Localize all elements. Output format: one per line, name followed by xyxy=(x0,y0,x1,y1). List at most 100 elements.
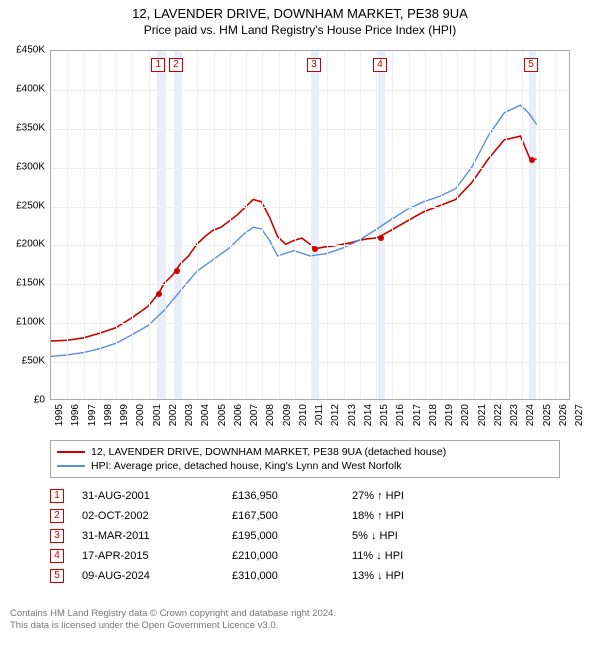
ytick-label: £250K xyxy=(0,200,45,211)
sale-dot xyxy=(529,157,535,163)
xtick-label: 2007 xyxy=(249,404,260,426)
legend-label: 12, LAVENDER DRIVE, DOWNHAM MARKET, PE38… xyxy=(91,446,446,458)
grid-v xyxy=(474,51,475,399)
xtick-label: 2003 xyxy=(184,404,195,426)
xtick-label: 2026 xyxy=(558,404,569,426)
sale-marker: 4 xyxy=(50,549,64,563)
sale-date: 17-APR-2015 xyxy=(82,550,232,562)
grid-v xyxy=(490,51,491,399)
xtick-label: 2015 xyxy=(379,404,390,426)
xtick-label: 1996 xyxy=(70,404,81,426)
grid-v xyxy=(84,51,85,399)
grid-h xyxy=(51,207,569,208)
sale-dot xyxy=(312,246,318,252)
legend-swatch xyxy=(57,465,85,467)
sale-price: £210,000 xyxy=(232,550,352,562)
ytick-label: £0 xyxy=(0,395,45,406)
chart-container: 12, LAVENDER DRIVE, DOWNHAM MARKET, PE38… xyxy=(0,0,600,650)
sale-dot xyxy=(174,268,180,274)
grid-v xyxy=(327,51,328,399)
sale-price: £310,000 xyxy=(232,570,352,582)
sale-row: 5 09-AUG-2024£310,00013% ↓ HPI xyxy=(50,566,560,586)
footer-line1: Contains HM Land Registry data © Crown c… xyxy=(10,608,336,620)
legend-item: 12, LAVENDER DRIVE, DOWNHAM MARKET, PE38… xyxy=(57,445,553,459)
xtick-label: 2018 xyxy=(428,404,439,426)
grid-v xyxy=(506,51,507,399)
grid-v xyxy=(132,51,133,399)
sale-diff: 13% ↓ HPI xyxy=(352,570,472,582)
grid-h xyxy=(51,284,569,285)
footer-text: Contains HM Land Registry data © Crown c… xyxy=(10,608,336,633)
grid-v xyxy=(311,51,312,399)
xtick-label: 2021 xyxy=(477,404,488,426)
ytick-label: £200K xyxy=(0,239,45,250)
xtick-label: 2017 xyxy=(412,404,423,426)
grid-v xyxy=(149,51,150,399)
xtick-label: 2013 xyxy=(347,404,358,426)
xtick-label: 2006 xyxy=(233,404,244,426)
sale-date: 02-OCT-2002 xyxy=(82,510,232,522)
ytick-label: £350K xyxy=(0,122,45,133)
xtick-label: 2022 xyxy=(493,404,504,426)
grid-v xyxy=(214,51,215,399)
xtick-label: 1997 xyxy=(87,404,98,426)
grid-v xyxy=(457,51,458,399)
grid-v xyxy=(555,51,556,399)
legend: 12, LAVENDER DRIVE, DOWNHAM MARKET, PE38… xyxy=(50,440,560,478)
chart-subtitle: Price paid vs. HM Land Registry's House … xyxy=(0,21,600,41)
sale-row: 131-AUG-2001£136,95027% ↑ HPI xyxy=(50,486,560,506)
xtick-label: 2027 xyxy=(574,404,585,426)
sale-price: £167,500 xyxy=(232,510,352,522)
sale-marker: 5 xyxy=(50,569,64,583)
grid-v xyxy=(392,51,393,399)
sale-row: 331-MAR-2011£195,0005% ↓ HPI xyxy=(50,526,560,546)
xtick-label: 2002 xyxy=(168,404,179,426)
ytick-label: £50K xyxy=(0,356,45,367)
xtick-label: 2024 xyxy=(525,404,536,426)
marker-box: 2 xyxy=(169,58,183,72)
sale-date: 31-MAR-2011 xyxy=(82,530,232,542)
grid-v xyxy=(344,51,345,399)
sale-dot xyxy=(156,291,162,297)
sale-price: £136,950 xyxy=(232,490,352,502)
ytick-label: £150K xyxy=(0,278,45,289)
xtick-label: 2025 xyxy=(542,404,553,426)
sale-diff: 11% ↓ HPI xyxy=(352,550,472,562)
grid-v xyxy=(376,51,377,399)
xtick-label: 2001 xyxy=(152,404,163,426)
xtick-label: 2010 xyxy=(298,404,309,426)
grid-h xyxy=(51,168,569,169)
sale-diff: 18% ↑ HPI xyxy=(352,510,472,522)
xtick-label: 2004 xyxy=(200,404,211,426)
grid-v xyxy=(539,51,540,399)
grid-v xyxy=(262,51,263,399)
xtick-label: 2014 xyxy=(363,404,374,426)
xtick-label: 1995 xyxy=(54,404,65,426)
grid-v xyxy=(360,51,361,399)
marker-box: 5 xyxy=(524,58,538,72)
xtick-label: 2020 xyxy=(460,404,471,426)
xtick-label: 1999 xyxy=(119,404,130,426)
sale-dot xyxy=(378,235,384,241)
sale-date: 09-AUG-2024 xyxy=(82,570,232,582)
ytick-label: £300K xyxy=(0,161,45,172)
legend-swatch xyxy=(57,451,85,453)
xtick-label: 2016 xyxy=(395,404,406,426)
legend-item: HPI: Average price, detached house, King… xyxy=(57,459,553,473)
xtick-label: 2012 xyxy=(330,404,341,426)
grid-v xyxy=(295,51,296,399)
sale-diff: 5% ↓ HPI xyxy=(352,530,472,542)
chart-title: 12, LAVENDER DRIVE, DOWNHAM MARKET, PE38… xyxy=(0,0,600,21)
xtick-label: 2009 xyxy=(282,404,293,426)
ytick-label: £400K xyxy=(0,83,45,94)
chart-lines xyxy=(51,51,569,399)
xtick-label: 1998 xyxy=(103,404,114,426)
sale-date: 31-AUG-2001 xyxy=(82,490,232,502)
ytick-label: £100K xyxy=(0,317,45,328)
grid-h xyxy=(51,323,569,324)
grid-v xyxy=(279,51,280,399)
grid-h xyxy=(51,90,569,91)
grid-v xyxy=(409,51,410,399)
grid-v xyxy=(181,51,182,399)
sale-marker: 1 xyxy=(50,489,64,503)
